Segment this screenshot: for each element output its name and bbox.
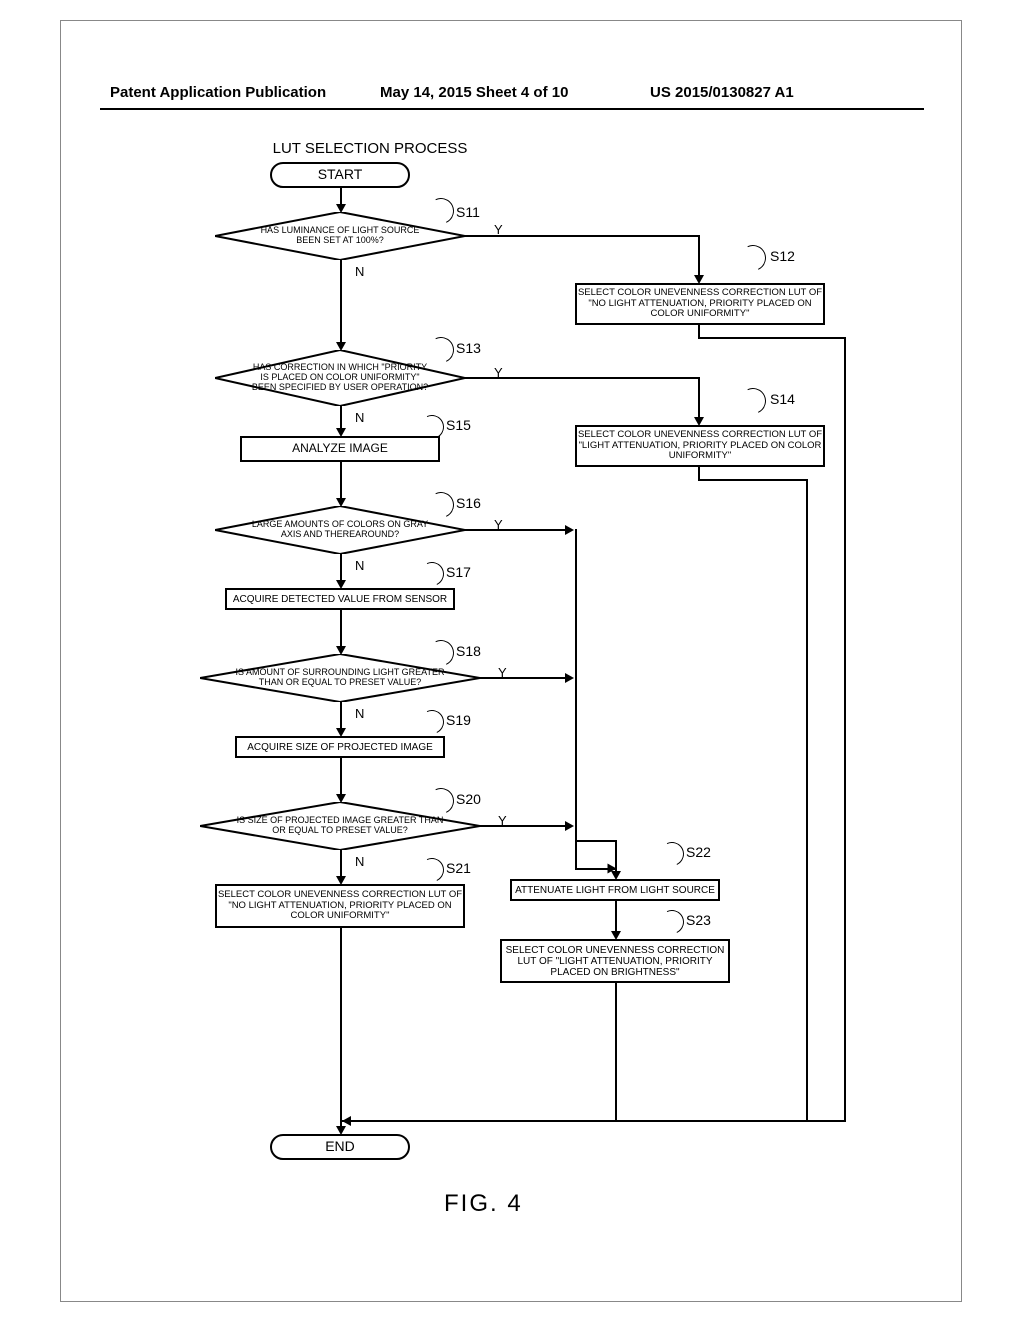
arrow — [342, 1116, 351, 1126]
lead-s22 — [657, 839, 688, 870]
conn — [698, 377, 700, 419]
conn — [480, 825, 569, 827]
lead-s21 — [417, 855, 448, 886]
conn — [340, 462, 342, 500]
s23-process: SELECT COLOR UNEVENNESS CORRECTION LUT O… — [500, 939, 730, 983]
s16-N: N — [355, 558, 364, 573]
conn — [340, 702, 342, 730]
conn — [340, 850, 342, 878]
arrow — [565, 821, 574, 831]
s11-decision: HAS LUMINANCE OF LIGHT SOURCE BEEN SET A… — [215, 212, 465, 260]
flowchart: LUT SELECTION PROCESS START HAS LUMINANC… — [100, 140, 924, 1260]
conn — [340, 406, 342, 430]
s20-N: N — [355, 854, 364, 869]
s16-decision: LARGE AMOUNTS OF COLORS ON GRAY AXIS AND… — [215, 506, 465, 554]
conn — [340, 758, 342, 796]
conn-s14-end — [806, 479, 808, 1120]
conn — [465, 235, 700, 237]
lead-s14 — [736, 384, 769, 417]
lead-s17 — [417, 559, 448, 590]
s12-process: SELECT COLOR UNEVENNESS CORRECTION LUT O… — [575, 283, 825, 325]
conn — [480, 677, 569, 679]
s20-label: S20 — [456, 791, 481, 807]
conn — [340, 928, 342, 1128]
s22-process: ATTENUATE LIGHT FROM LIGHT SOURCE — [510, 879, 720, 901]
conn-merge-bottom — [340, 1120, 846, 1122]
figure-label: FIG. 4 — [444, 1190, 523, 1218]
s13-N: N — [355, 410, 364, 425]
conn — [465, 377, 700, 379]
conn — [698, 337, 846, 339]
arrow — [565, 673, 574, 683]
s15-label: S15 — [446, 417, 471, 433]
s21-label: S21 — [446, 860, 471, 876]
conn — [340, 610, 342, 648]
s13-decision: HAS CORRECTION IN WHICH "PRIORITY IS PLA… — [215, 350, 465, 406]
s14-label: S14 — [770, 391, 795, 407]
start-terminator: START — [270, 162, 410, 188]
s12-label: S12 — [770, 248, 795, 264]
conn-s12-end — [844, 337, 846, 1120]
s19-label: S19 — [446, 712, 471, 728]
lead-s12 — [736, 241, 769, 274]
s16-label: S16 — [456, 495, 481, 511]
s13-text: HAS CORRECTION IN WHICH "PRIORITY IS PLA… — [215, 350, 465, 406]
s14-process: SELECT COLOR UNEVENNESS CORRECTION LUT O… — [575, 425, 825, 467]
process-title: LUT SELECTION PROCESS — [260, 140, 480, 157]
s22-label: S22 — [686, 844, 711, 860]
s23-label: S23 — [686, 912, 711, 928]
header-left: Patent Application Publication — [110, 84, 326, 101]
s15-process: ANALYZE IMAGE — [240, 436, 440, 462]
s18-label: S18 — [456, 643, 481, 659]
conn — [698, 467, 700, 479]
lead-s19 — [417, 707, 448, 738]
conn — [615, 983, 617, 1120]
s11-label: S11 — [456, 204, 480, 220]
s11-text: HAS LUMINANCE OF LIGHT SOURCE BEEN SET A… — [215, 212, 465, 260]
s13-label: S13 — [456, 340, 481, 356]
s21-process: SELECT COLOR UNEVENNESS CORRECTION LUT O… — [215, 884, 465, 928]
s11-N: N — [355, 264, 364, 279]
s19-process: ACQUIRE SIZE OF PROJECTED IMAGE — [235, 736, 445, 758]
lead-s23 — [657, 907, 688, 938]
conn — [575, 840, 617, 842]
conn — [698, 325, 700, 337]
s16-text: LARGE AMOUNTS OF COLORS ON GRAY AXIS AND… — [215, 506, 465, 554]
s18-N: N — [355, 706, 364, 721]
conn — [698, 479, 808, 481]
conn — [615, 840, 617, 873]
conn — [340, 554, 342, 582]
conn — [698, 235, 700, 277]
arrow — [565, 525, 574, 535]
s17-label: S17 — [446, 564, 471, 580]
header-right: US 2015/0130827 A1 — [650, 84, 794, 101]
header-rule — [100, 108, 924, 110]
conn-merge-y — [575, 529, 577, 870]
conn — [340, 260, 342, 345]
end-terminator: END — [270, 1134, 410, 1160]
page: Patent Application Publication May 14, 2… — [0, 0, 1024, 1320]
conn — [615, 901, 617, 933]
s17-process: ACQUIRE DETECTED VALUE FROM SENSOR — [225, 588, 455, 610]
header-center: May 14, 2015 Sheet 4 of 10 — [380, 84, 568, 101]
conn — [465, 529, 569, 531]
